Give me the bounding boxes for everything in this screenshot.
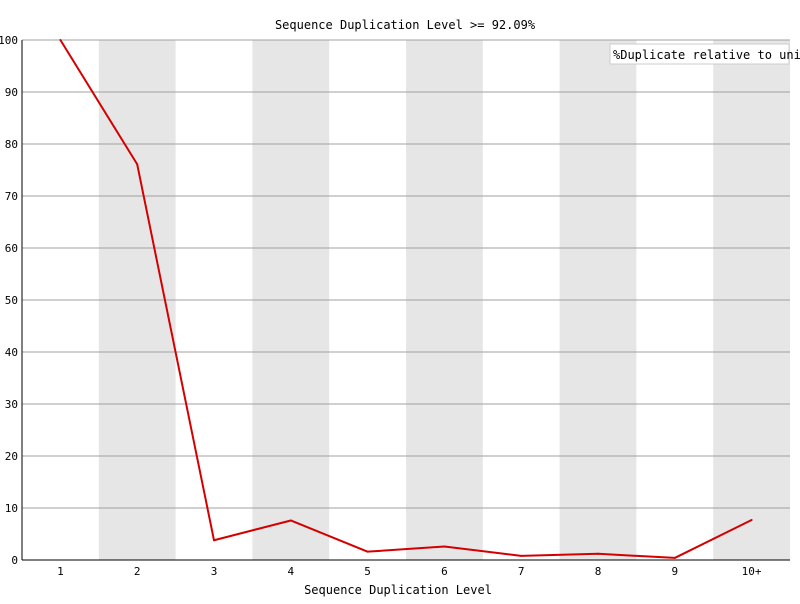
y-tick-label-0: 0	[11, 554, 18, 567]
y-tick-label-10: 10	[5, 502, 18, 515]
y-tick-label-50: 50	[5, 294, 18, 307]
y-tick-label-100: 100	[0, 34, 18, 47]
x-tick-label-1: 1	[57, 565, 64, 578]
chart-title: Sequence Duplication Level >= 92.09%	[275, 18, 536, 32]
legend-entry-label: %Duplicate relative to unique	[613, 48, 800, 62]
data-point-6	[443, 545, 446, 548]
data-point-8	[597, 552, 599, 555]
y-tick-label-80: 80	[5, 138, 18, 151]
y-tick-label-40: 40	[5, 346, 18, 359]
data-point-9	[673, 556, 676, 559]
axes	[21, 40, 790, 561]
x-axis-label: Sequence Duplication Level	[304, 583, 492, 597]
data-point-1	[59, 39, 62, 41]
y-tick-label-90: 90	[5, 86, 18, 99]
data-point-7	[520, 554, 523, 557]
x-tick-label-7: 7	[518, 565, 525, 578]
y-tick-label-60: 60	[5, 242, 18, 255]
y-tick-label-20: 20	[5, 450, 18, 463]
x-tick-label-2: 2	[134, 565, 141, 578]
y-tick-label-30: 30	[5, 398, 18, 411]
x-tick-label-5: 5	[364, 565, 371, 578]
x-tick-label-3: 3	[211, 565, 218, 578]
series-line-0	[59, 39, 753, 559]
legend: %Duplicate relative to unique	[609, 43, 800, 65]
data-point-3	[213, 539, 215, 542]
legend-box	[609, 43, 790, 65]
data-point-10+	[750, 518, 753, 521]
data-point-5	[366, 550, 369, 553]
data-point-2	[136, 163, 139, 166]
x-tick-label-8: 8	[595, 565, 602, 578]
data-point-4	[289, 519, 292, 522]
y-tick-labels: 0 10 20 30 40 50 60 70 80 90 100	[0, 34, 18, 567]
x-tick-label-9: 9	[671, 565, 678, 578]
x-tick-label-4: 4	[287, 565, 294, 578]
x-tick-labels: 1 2 3 4 5 6 7 8 9 10+	[57, 565, 762, 578]
series-lines	[59, 39, 753, 559]
x-tick-label-6: 6	[441, 565, 448, 578]
horizontal-gridlines	[22, 39, 790, 509]
y-tick-label-70: 70	[5, 190, 18, 203]
x-tick-label-10+: 10+	[742, 565, 762, 578]
